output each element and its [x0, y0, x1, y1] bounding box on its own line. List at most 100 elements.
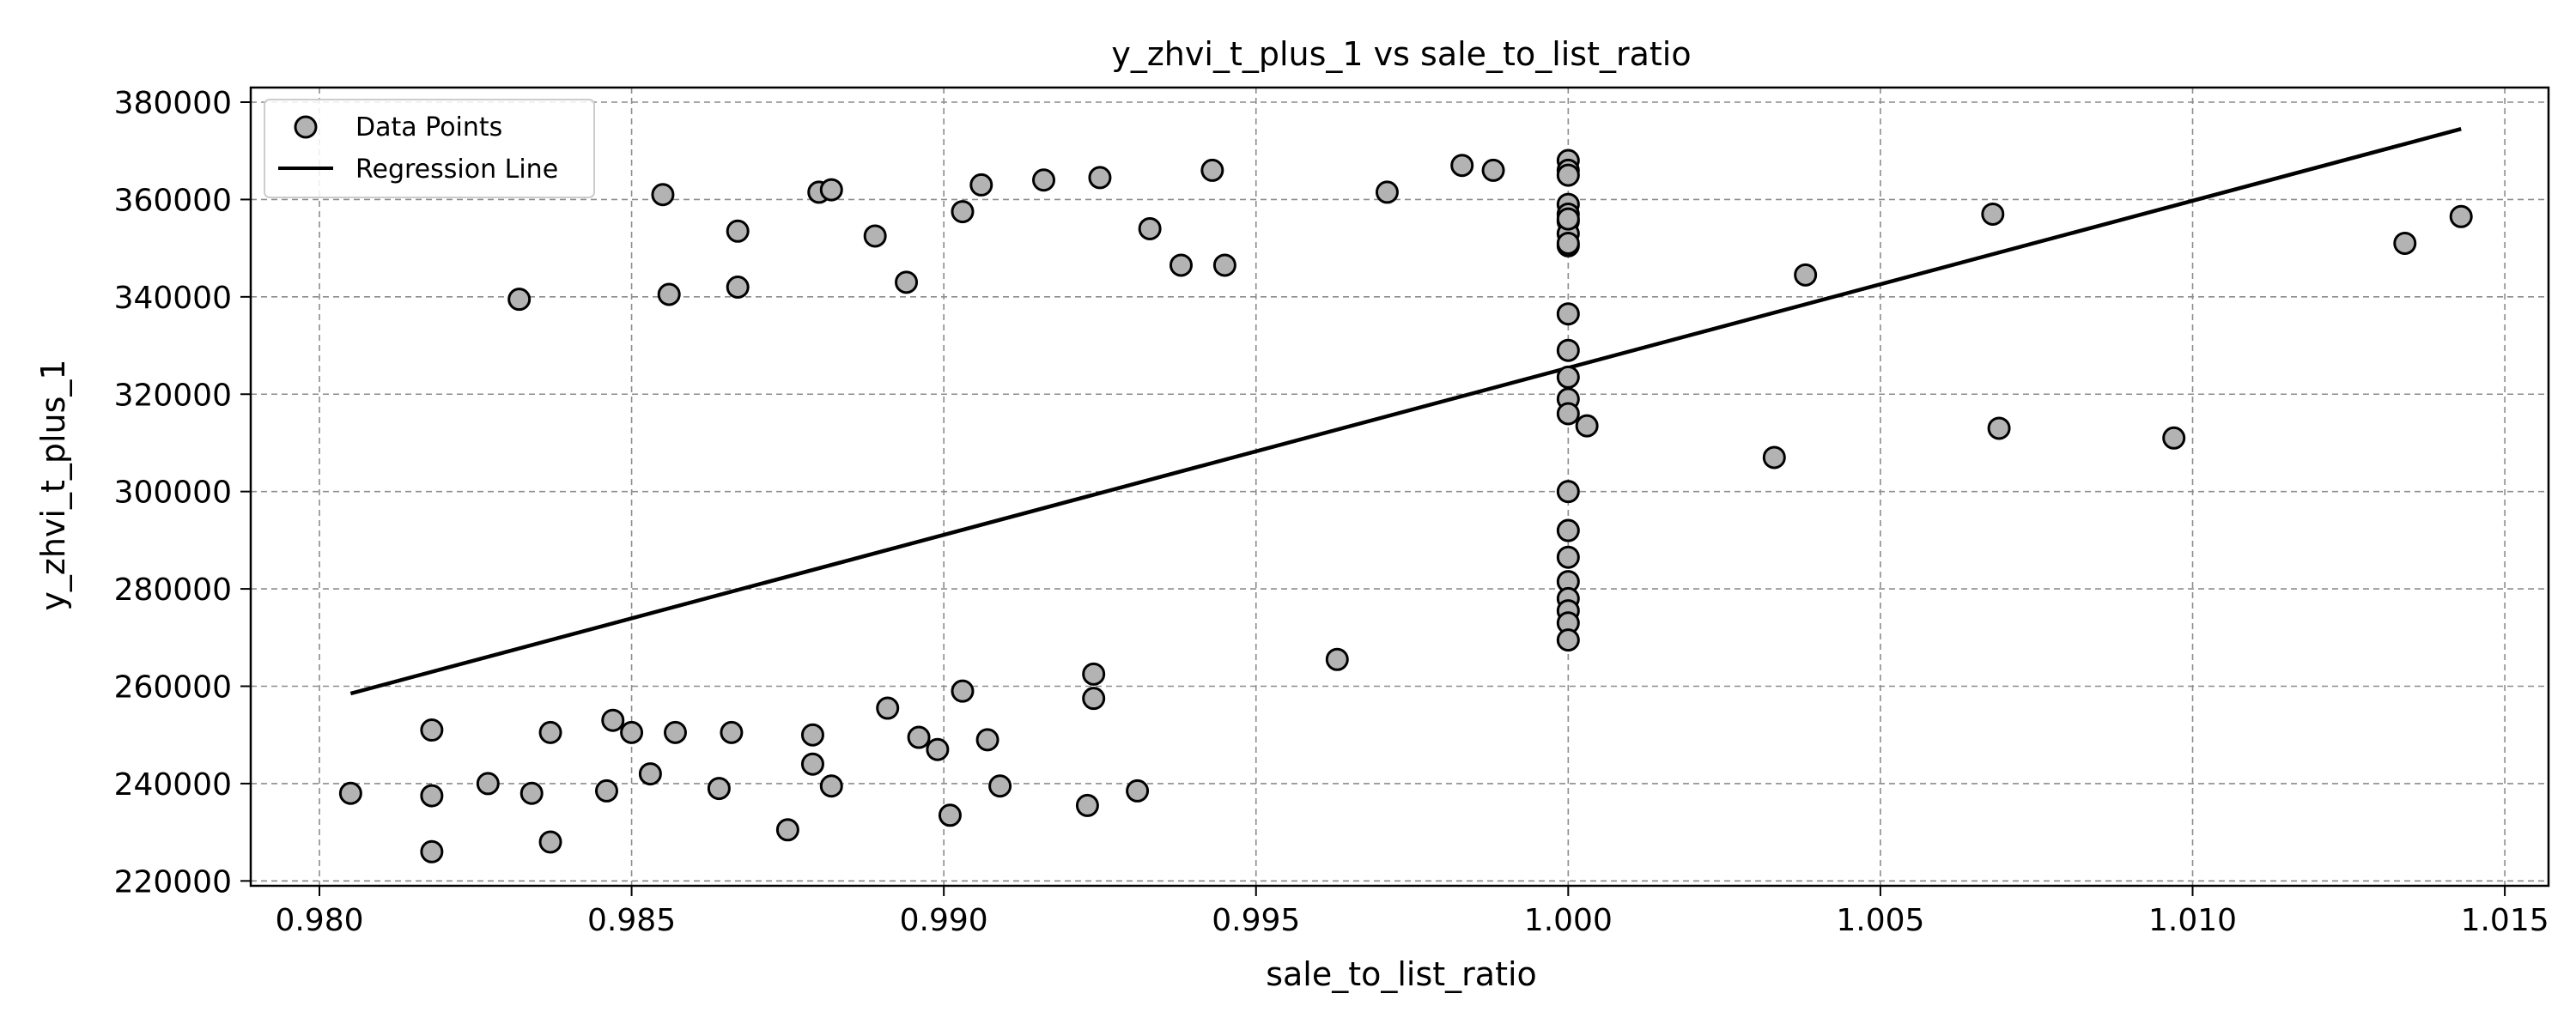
y-tick-label: 220000 — [114, 864, 232, 900]
data-point — [819, 774, 843, 798]
data-point — [2162, 426, 2186, 450]
data-point — [1556, 365, 1580, 389]
legend-marker-data-points — [294, 115, 318, 139]
x-tick-label: 0.990 — [900, 903, 988, 938]
data-point — [1375, 180, 1399, 204]
y-tick-label: 240000 — [114, 767, 232, 803]
data-point — [1575, 414, 1599, 438]
data-point — [1762, 445, 1786, 470]
legend-label-regression-line: Regression Line — [355, 154, 558, 185]
data-point — [651, 183, 675, 207]
data-point — [726, 219, 750, 243]
data-points-layer — [338, 148, 2473, 863]
data-point — [876, 696, 900, 720]
data-point — [938, 803, 962, 827]
data-point — [895, 270, 919, 294]
data-point — [1450, 154, 1474, 178]
y-tick-label: 300000 — [114, 476, 232, 511]
data-point — [538, 720, 562, 744]
x-axis-ticks: 0.980 0.985 0.990 0.995 1.000 1.005 1.010 1.015 — [275, 886, 2549, 938]
data-point — [1032, 168, 1056, 192]
data-point — [1212, 253, 1236, 277]
regression-line — [349, 127, 2462, 696]
data-point — [538, 830, 562, 854]
data-point — [420, 718, 444, 742]
data-point — [800, 723, 824, 747]
data-point — [594, 779, 618, 803]
data-point — [1481, 158, 1505, 182]
x-tick-label: 1.005 — [1836, 903, 1924, 938]
legend-label-data-points: Data Points — [355, 112, 502, 142]
data-point — [775, 818, 799, 842]
data-point — [907, 725, 931, 749]
data-point — [663, 720, 687, 744]
grid-lines — [251, 88, 2549, 886]
data-point — [1169, 253, 1193, 277]
plot-frame — [249, 86, 2550, 888]
data-point — [1200, 158, 1224, 182]
data-point — [638, 762, 662, 786]
x-tick-label: 0.985 — [587, 903, 676, 938]
data-point — [988, 774, 1012, 798]
y-tick-label: 280000 — [114, 573, 232, 608]
data-point — [1556, 207, 1580, 231]
data-point — [1082, 687, 1106, 711]
data-point — [338, 781, 362, 805]
data-point — [1082, 662, 1106, 686]
data-point — [969, 173, 993, 197]
data-point — [620, 720, 644, 744]
data-point — [800, 752, 824, 776]
y-axis-ticks: 220000 240000 260000 280000 300000 320000 3400… — [114, 86, 251, 900]
data-point — [975, 728, 999, 752]
y-tick-label: 340000 — [114, 281, 232, 316]
data-point — [1088, 166, 1112, 190]
data-point — [1987, 416, 2011, 440]
data-point — [420, 839, 444, 863]
y-tick-label: 360000 — [114, 183, 232, 218]
data-point — [951, 679, 975, 703]
x-tick-label: 0.995 — [1212, 903, 1300, 938]
x-tick-label: 0.980 — [275, 903, 363, 938]
data-point — [1556, 338, 1580, 362]
data-point — [720, 720, 744, 744]
data-point — [1794, 263, 1818, 287]
data-point — [951, 200, 975, 224]
y-axis-label: y_zhvi_t_plus_1 — [34, 359, 72, 610]
data-point — [657, 282, 681, 306]
legend-box — [264, 99, 595, 198]
y-tick-label: 380000 — [114, 86, 232, 121]
x-axis-label: sale_to_list_ratio — [1266, 955, 1537, 993]
data-point — [1981, 202, 2005, 226]
data-point — [601, 708, 625, 732]
data-point — [863, 224, 887, 248]
data-point — [2449, 204, 2473, 228]
data-point — [2393, 231, 2417, 255]
data-point — [1556, 402, 1580, 426]
data-point — [420, 784, 444, 808]
data-point — [1556, 480, 1580, 504]
x-tick-label: 1.000 — [1524, 903, 1613, 938]
data-point — [1556, 302, 1580, 326]
data-point — [1325, 647, 1349, 671]
data-point — [507, 288, 532, 312]
data-point — [707, 777, 731, 801]
data-point — [519, 781, 544, 805]
x-tick-label: 1.015 — [2461, 903, 2549, 938]
data-point — [1556, 231, 1580, 255]
data-point — [1138, 216, 1162, 240]
regression-line-layer — [349, 127, 2462, 696]
y-tick-label: 320000 — [114, 378, 232, 413]
data-point — [1556, 518, 1580, 542]
data-point — [476, 772, 500, 796]
data-point — [1556, 628, 1580, 652]
y-tick-label: 260000 — [114, 670, 232, 706]
data-point — [926, 737, 950, 761]
data-point — [1075, 793, 1099, 817]
data-point — [1556, 545, 1580, 569]
x-tick-label: 1.010 — [2148, 903, 2237, 938]
data-point — [819, 178, 843, 202]
chart-title: y_zhvi_t_plus_1 vs sale_to_list_ratio — [1111, 35, 1691, 73]
data-point — [1556, 163, 1580, 187]
data-point — [1126, 779, 1150, 803]
